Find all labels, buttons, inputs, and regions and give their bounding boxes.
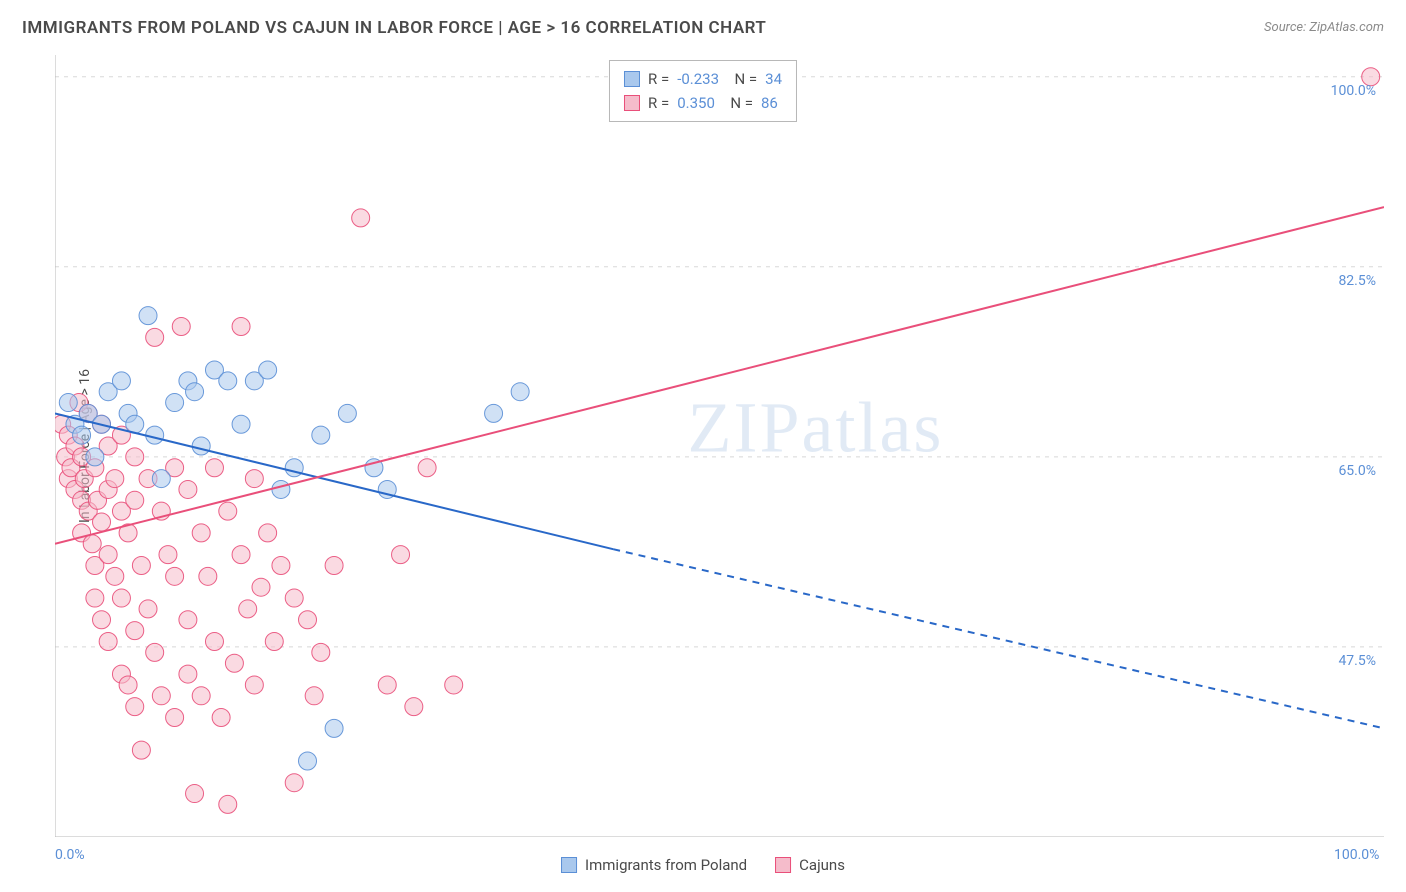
series-legend: Immigrants from Poland Cajuns [561,856,845,874]
legend-r-value: 0.350 [677,91,715,115]
chart-area [55,55,1384,837]
y-tick-label: 65.0% [1338,463,1376,479]
legend-label: Cajuns [799,856,845,874]
legend-n-value: 34 [765,67,782,91]
swatch-icon [624,71,640,87]
legend-n-label: N = [723,91,753,115]
legend-r-label: R = [648,67,669,91]
y-tick-label: 82.5% [1338,273,1376,289]
legend-item-cajuns: Cajuns [775,856,845,874]
source-attribution: Source: ZipAtlas.com [1264,20,1384,35]
legend-row-cajuns: R = 0.350 N = 86 [624,91,782,115]
swatch-icon [624,95,640,111]
legend-row-poland: R = -0.233 N = 34 [624,67,782,91]
legend-r-label: R = [648,91,669,115]
legend-r-value: -0.233 [677,67,719,91]
scatter-plot-svg [55,55,1384,837]
legend-n-value: 86 [761,91,778,115]
legend-item-poland: Immigrants from Poland [561,856,747,874]
x-tick-label: 100.0% [1334,847,1379,863]
y-tick-label: 100.0% [1331,83,1376,99]
legend-n-label: N = [727,67,757,91]
legend-label: Immigrants from Poland [585,856,747,874]
x-tick-label: 0.0% [55,847,85,863]
swatch-icon [561,857,577,873]
correlation-legend: R = -0.233 N = 34 R = 0.350 N = 86 [609,60,797,122]
y-tick-label: 47.5% [1338,653,1376,669]
chart-title: IMMIGRANTS FROM POLAND VS CAJUN IN LABOR… [22,18,766,38]
swatch-icon [775,857,791,873]
